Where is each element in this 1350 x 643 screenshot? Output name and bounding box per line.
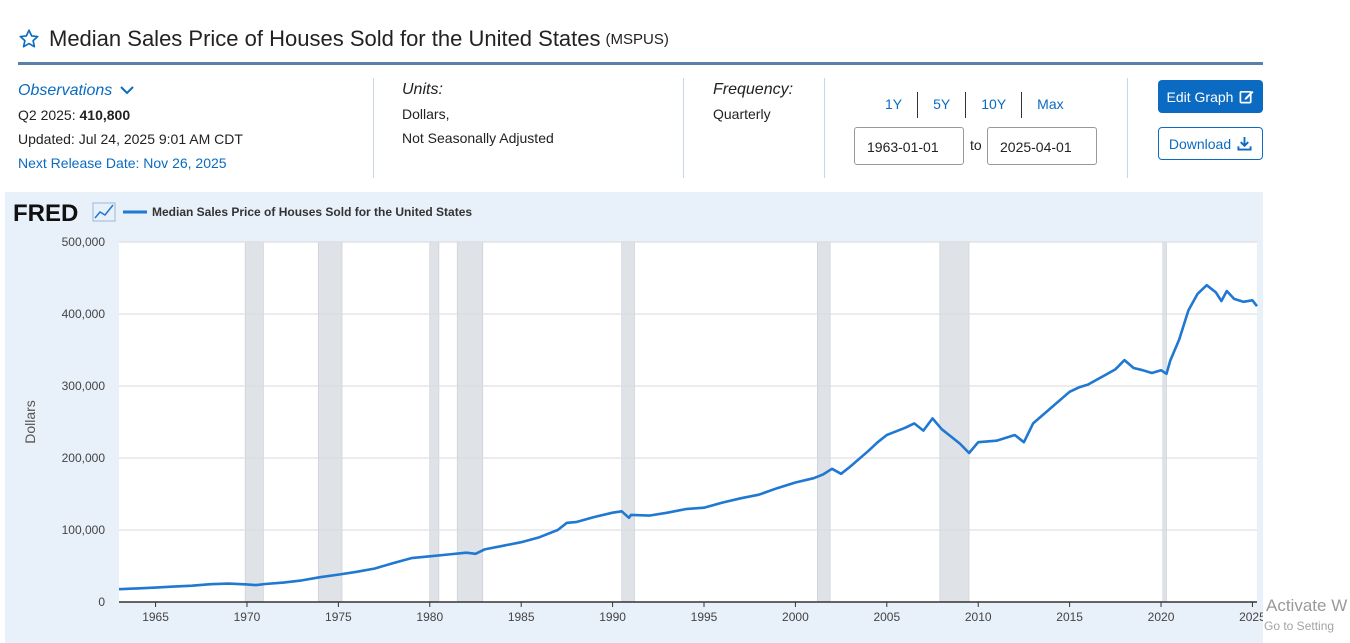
download-button[interactable]: Download: [1158, 127, 1263, 160]
range-max-link[interactable]: Max: [1037, 96, 1064, 112]
start-date-input[interactable]: 1963-01-01: [854, 127, 964, 165]
x-tick-label: 2020: [1148, 610, 1175, 624]
x-tick-label: 2000: [782, 610, 809, 624]
units-block: Units: Dollars, Not Seasonally Adjusted: [402, 78, 554, 150]
legend-label: Median Sales Price of Houses Sold for th…: [152, 205, 472, 219]
frequency-label: Frequency:: [713, 81, 794, 98]
line-chart[interactable]: FRED Median Sales Price of Houses Sold fo…: [5, 192, 1263, 643]
recession-band: [939, 241, 970, 603]
y-tick-label: 100,000: [62, 523, 106, 537]
observations-block: Observations Q2 2025: 410,800 Updated: J…: [18, 78, 243, 175]
to-label: to: [970, 137, 982, 153]
title-divider: [18, 62, 1263, 65]
recession-band: [429, 241, 440, 603]
divider: [917, 92, 919, 118]
frequency-block: Frequency: Quarterly: [713, 78, 793, 126]
divider: [373, 78, 374, 178]
y-tick-label: 300,000: [62, 379, 106, 393]
download-label: Download: [1168, 135, 1232, 152]
y-axis-label: Dollars: [22, 400, 38, 444]
page-title: Median Sales Price of Houses Sold for th…: [49, 26, 601, 51]
chart-panel: FRED Median Sales Price of Houses Sold fo…: [5, 192, 1263, 643]
observations-toggle[interactable]: Observations: [18, 82, 113, 99]
range-1y-link[interactable]: 1Y: [885, 96, 903, 112]
x-tick-label: 2015: [1056, 610, 1083, 624]
activate-windows-watermark: Activate W: [1266, 596, 1348, 615]
y-tick-label: 400,000: [62, 307, 106, 321]
x-tick-label: 1975: [325, 610, 352, 624]
range-5y-link[interactable]: 5Y: [933, 96, 951, 112]
y-tick-label: 200,000: [62, 451, 106, 465]
activate-windows-settings: Go to Setting: [1264, 619, 1335, 633]
edit-graph-label: Edit Graph: [1166, 88, 1234, 105]
updated-date: Updated: Jul 24, 2025 9:01 AM CDT: [18, 131, 243, 147]
recession-band: [317, 241, 343, 603]
observation-period: Q2 2025:: [18, 107, 76, 123]
y-tick-label: 500,000: [62, 235, 106, 249]
x-tick-label: 2010: [965, 610, 992, 624]
x-tick-label: 1990: [599, 610, 626, 624]
x-tick-label: 2005: [873, 610, 900, 624]
plot-area: [119, 242, 1257, 602]
observation-value: 410,800: [79, 107, 131, 123]
x-tick-label: 1970: [234, 610, 261, 624]
download-icon: [1237, 136, 1252, 151]
units-line-1: Dollars,: [402, 106, 450, 122]
recession-band: [621, 241, 635, 603]
x-tick-label: 2025: [1239, 610, 1263, 624]
divider: [824, 78, 825, 178]
edit-graph-button[interactable]: Edit Graph: [1158, 80, 1263, 113]
x-tick-label: 1980: [416, 610, 443, 624]
series-line: [118, 283, 1259, 591]
edit-icon: [1240, 90, 1254, 104]
recession-band: [817, 241, 831, 603]
next-release-date: Next Release Date: Nov 26, 2025: [18, 155, 227, 171]
units-label: Units:: [402, 81, 443, 98]
range-10y-link[interactable]: 10Y: [981, 96, 1007, 112]
x-tick-label: 1965: [142, 610, 169, 624]
x-tick-label: 1995: [691, 610, 718, 624]
star-icon[interactable]: [18, 28, 40, 50]
chart-trend-icon: [92, 202, 116, 222]
fred-logo: FRED: [13, 200, 78, 227]
divider: [965, 92, 967, 118]
divider: [1127, 78, 1128, 178]
frequency-value: Quarterly: [713, 106, 771, 122]
series-title-row: Median Sales Price of Houses Sold for th…: [18, 26, 669, 52]
divider: [1021, 92, 1023, 118]
recession-band: [1162, 241, 1167, 603]
range-links: 1Y 5Y 10Y Max: [870, 92, 1079, 118]
divider: [683, 78, 684, 178]
y-tick-label: 0: [98, 595, 105, 609]
units-line-2: Not Seasonally Adjusted: [402, 130, 554, 146]
end-date-input[interactable]: 2025-04-01: [987, 127, 1097, 165]
recession-band: [244, 241, 264, 603]
x-tick-label: 1985: [508, 610, 535, 624]
recession-band: [456, 241, 484, 603]
chevron-down-icon[interactable]: [120, 85, 134, 95]
series-code: (MSPUS): [605, 30, 669, 48]
